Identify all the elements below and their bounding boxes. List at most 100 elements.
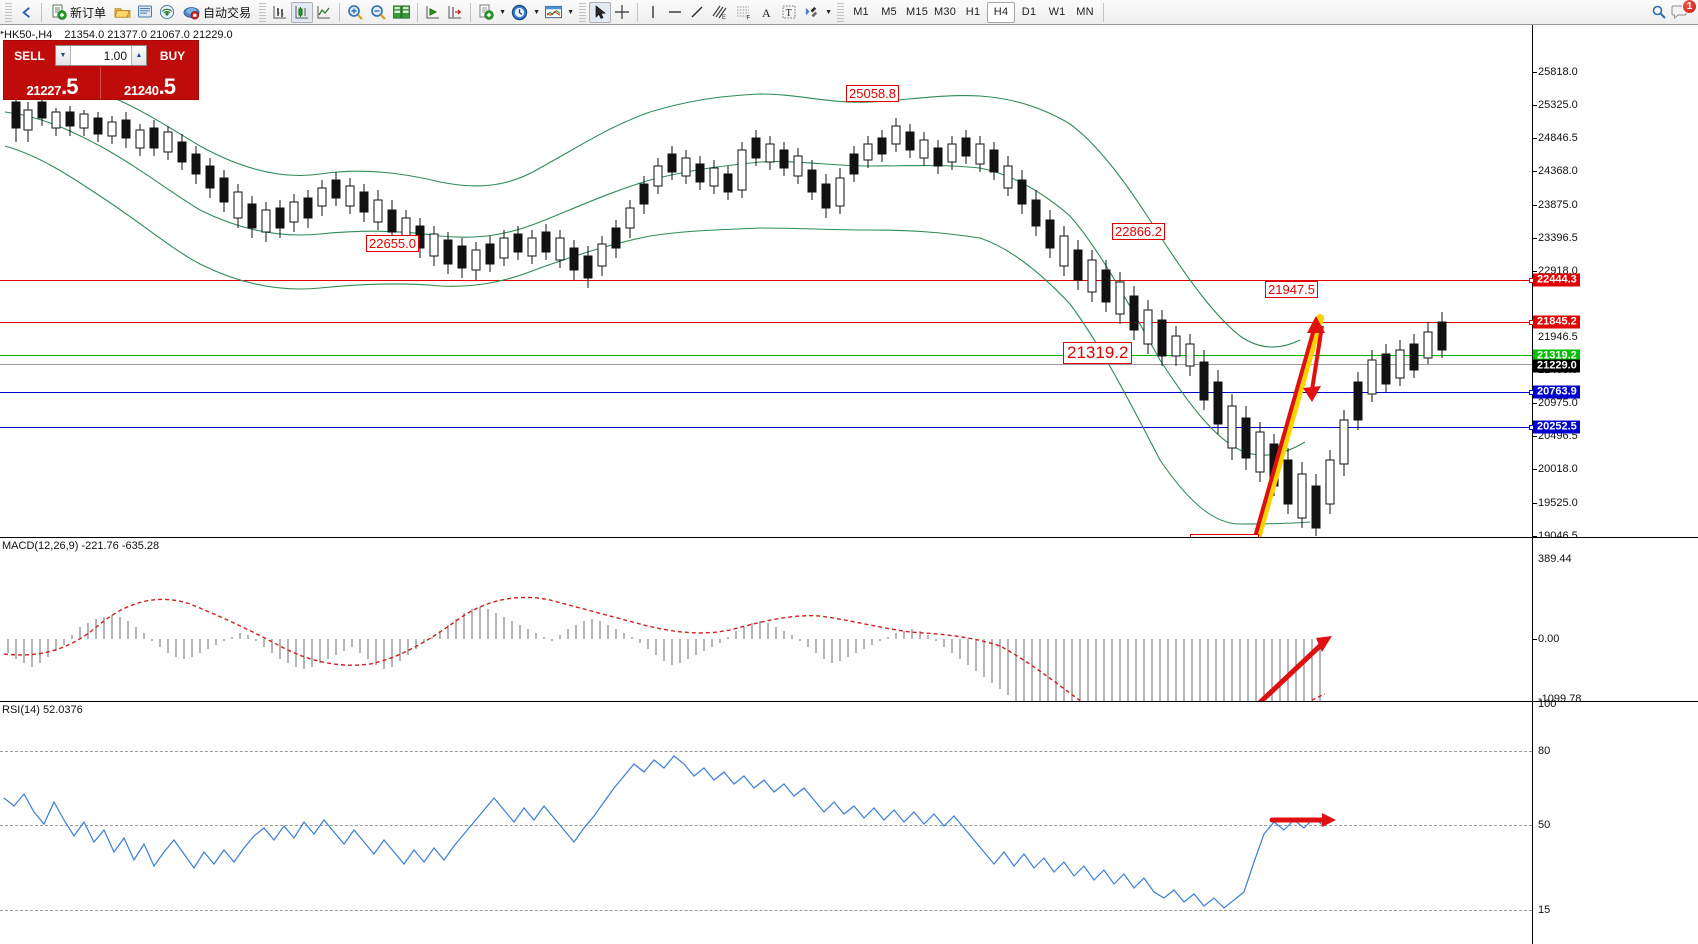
toolbar-grip-2[interactable]	[259, 2, 267, 22]
timeframe-m15[interactable]: M15	[906, 6, 929, 18]
auto-trading-label: 自动交易	[203, 5, 252, 20]
text-label-icon[interactable]: A	[756, 2, 778, 23]
objects-dropdown-caret-icon[interactable]: ▼	[825, 8, 832, 16]
fibonacci-icon[interactable]: F	[732, 2, 756, 23]
timeframe-m30[interactable]: M30	[934, 6, 957, 18]
svg-text:A: A	[762, 6, 771, 20]
svg-text:T: T	[786, 8, 792, 19]
price-series	[4, 76, 1447, 540]
annotation-21947[interactable]: 21947.5	[1265, 281, 1318, 298]
macd-zero-tick	[1533, 639, 1537, 640]
timeframe-mn[interactable]: MN	[1076, 6, 1094, 18]
volume-input[interactable]: 1.00	[71, 46, 131, 65]
buy-button[interactable]: BUY	[150, 44, 195, 67]
price-axis-line	[1532, 25, 1533, 944]
timeframe-h4[interactable]: H4	[987, 1, 1016, 23]
ytick	[1533, 72, 1537, 73]
timeframe-h1[interactable]: H1	[965, 6, 981, 18]
level-handle[interactable]	[1529, 389, 1534, 395]
price-label-20252[interactable]: 20252.5	[1529, 420, 1580, 434]
toolbar-separator-3	[417, 2, 419, 22]
toolbar-grip[interactable]	[5, 2, 12, 22]
target-line-20763[interactable]	[0, 392, 1532, 393]
one-click-trading-panel[interactable]: SELL ▼ 1.00 ▲ BUY 21227 .5 21240 .5	[3, 40, 199, 100]
signal-icon[interactable]	[156, 2, 178, 23]
text-box-icon[interactable]: T	[778, 2, 800, 23]
period-clock-icon[interactable]	[508, 2, 531, 23]
ytick	[1533, 205, 1537, 206]
price-label-22444[interactable]: 22444.3	[1529, 273, 1580, 287]
price-label-20763[interactable]: 20763.9	[1529, 385, 1580, 399]
folder-icon[interactable]	[111, 2, 134, 23]
annotation-21319[interactable]: 21319.2	[1063, 342, 1133, 364]
new-order-button[interactable]: 新订单	[46, 2, 111, 23]
equidistant-channel-icon[interactable]: E	[708, 2, 732, 23]
price-label-21845[interactable]: 21845.2	[1529, 315, 1580, 329]
objects-list-icon[interactable]	[800, 2, 823, 23]
svg-text:F: F	[747, 16, 751, 21]
templates-dropdown-caret-icon[interactable]: ▼	[499, 8, 506, 16]
annotation-22655[interactable]: 22655.0	[366, 235, 419, 252]
vertical-line-icon[interactable]	[642, 2, 664, 23]
indicators-icon[interactable]	[542, 2, 565, 23]
auto-trading-button[interactable]: 自动交易	[178, 2, 256, 23]
toolbar-separator-5	[637, 2, 639, 22]
chart-ohlc: 21354.0 21377.0 21067.0 21229.0	[64, 29, 233, 41]
level-handle[interactable]	[1529, 319, 1534, 325]
price-label-last: 21229.0	[1533, 359, 1580, 373]
level-handle[interactable]	[1529, 424, 1534, 430]
annotation-22866[interactable]: 22866.2	[1112, 223, 1165, 240]
volume-increase-icon[interactable]: ▲	[131, 46, 146, 65]
new-order-label: 新订单	[70, 5, 107, 20]
timeframe-w1[interactable]: W1	[1048, 6, 1066, 18]
candlestick-chart-icon[interactable]	[291, 1, 314, 23]
sell-price-int: 21227	[26, 83, 62, 98]
support-line-21319[interactable]	[0, 355, 1532, 356]
templates-icon[interactable]	[475, 2, 497, 23]
sell-button[interactable]: SELL	[7, 44, 52, 67]
notifications-button[interactable]: 1	[1670, 0, 1697, 23]
ytick	[1533, 238, 1537, 239]
back-arrow-icon[interactable]	[15, 2, 37, 23]
resistance-line-22444[interactable]	[0, 280, 1532, 281]
level-handle[interactable]	[1529, 277, 1534, 283]
macd-pane[interactable]: MACD(12,26,9) -221.76 -635.28 389.44 0.0…	[0, 537, 1698, 718]
chart-shift-icon[interactable]	[444, 2, 466, 23]
line-chart-icon[interactable]	[313, 2, 335, 23]
volume-stepper[interactable]: ▼ 1.00 ▲	[55, 45, 147, 66]
resistance-line-21845[interactable]	[0, 322, 1532, 323]
tile-windows-icon[interactable]	[390, 2, 413, 23]
toolbar-grip-3[interactable]	[579, 2, 587, 22]
indicators-dropdown-caret-icon[interactable]: ▼	[567, 8, 574, 16]
bar-chart-icon[interactable]	[269, 2, 291, 23]
price-tick-25325: 25325.0	[1538, 99, 1578, 111]
toolbar-separator-4	[470, 2, 472, 22]
chart-canvas[interactable]: HK50-,H4 21354.0 21377.0 21067.0 21229.0	[0, 25, 1698, 944]
toolbar-separator-2	[339, 2, 341, 22]
data-window-icon[interactable]	[134, 2, 156, 23]
svg-text:E: E	[722, 15, 726, 20]
timeframe-d1[interactable]: D1	[1021, 6, 1037, 18]
period-dropdown-caret-icon[interactable]: ▼	[533, 8, 540, 16]
auto-scroll-icon[interactable]	[422, 2, 444, 23]
cursor-arrow-icon[interactable]	[589, 1, 612, 23]
zoom-in-icon[interactable]	[344, 2, 367, 23]
target-line-20252[interactable]	[0, 427, 1532, 428]
rsi-tick-15: 15	[1538, 904, 1551, 916]
volume-decrease-icon[interactable]: ▼	[56, 46, 71, 65]
oct-prices-row: 21227 .5 21240 .5	[4, 67, 198, 99]
horizontal-line-icon[interactable]	[664, 2, 686, 23]
timeframe-m5[interactable]: M5	[881, 6, 897, 18]
symbol-marker-icon	[0, 30, 5, 35]
price-tick-19525: 19525.0	[1538, 497, 1578, 509]
trendline-icon[interactable]	[686, 2, 708, 23]
crosshair-icon[interactable]	[611, 2, 633, 23]
toolbar-grip-4[interactable]	[837, 2, 845, 22]
annotation-25058[interactable]: 25058.8	[846, 85, 899, 102]
price-label-21319[interactable]: 21319.2	[1533, 349, 1580, 363]
search-icon[interactable]	[1648, 2, 1670, 23]
rsi-pane[interactable]: RSI(14) 52.0376 100 80 50 15	[0, 698, 1698, 944]
ytick	[1533, 436, 1537, 437]
timeframe-m1[interactable]: M1	[853, 6, 869, 18]
zoom-out-icon[interactable]	[367, 2, 390, 23]
